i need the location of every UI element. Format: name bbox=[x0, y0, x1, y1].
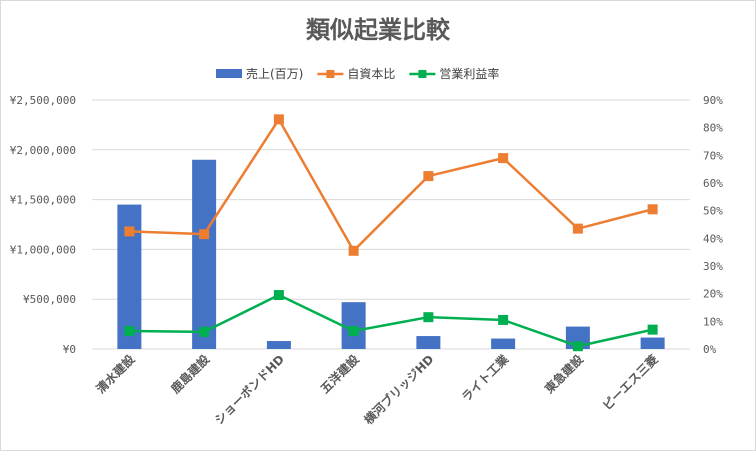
operating-margin-marker bbox=[498, 314, 509, 325]
legend-sales-label: 売上(百万) bbox=[246, 66, 303, 81]
y-left-tick-label: ¥500,000 bbox=[23, 293, 76, 306]
y-right-tick-label: 10% bbox=[703, 315, 723, 328]
category-label: ピーエス三菱 bbox=[599, 352, 661, 414]
gridlines bbox=[92, 99, 690, 350]
category-label: 清水建設 bbox=[93, 351, 138, 396]
legend-sales-swatch bbox=[216, 69, 242, 78]
legend-margin-label: 営業利益率 bbox=[439, 66, 499, 81]
category-label: ライト工業 bbox=[458, 351, 512, 405]
y-left-tick-label: ¥2,000,000 bbox=[10, 144, 76, 157]
y-right-tick-label: 50% bbox=[703, 205, 723, 218]
sales-bars bbox=[117, 159, 665, 349]
legend-equity: 自資本比 bbox=[317, 67, 395, 81]
y-right-tick-label: 90% bbox=[703, 94, 723, 107]
sales-bar bbox=[266, 341, 291, 349]
sales-bar bbox=[341, 302, 366, 349]
operating-margin-marker bbox=[423, 312, 434, 323]
operating-margin-marker bbox=[273, 290, 284, 301]
legend-equity-label: 自資本比 bbox=[347, 67, 395, 81]
operating-margin-marker bbox=[647, 324, 658, 335]
category-label: 五洋建設 bbox=[317, 351, 362, 396]
equity-ratio-marker bbox=[423, 171, 434, 182]
chart-title: 類似起業比較 bbox=[306, 16, 450, 44]
legend-margin-swatch-marker bbox=[418, 70, 427, 78]
category-label: ショーボンドHD bbox=[211, 351, 287, 427]
equity-ratio-marker bbox=[348, 245, 359, 256]
sales-bar bbox=[192, 159, 217, 349]
equity-ratio-marker bbox=[273, 114, 284, 125]
category-label: 横河ブリッジHD bbox=[361, 351, 437, 427]
operating-margin-line bbox=[129, 293, 653, 348]
y-left-tick-label: ¥2,500,000 bbox=[10, 94, 76, 107]
sales-bar bbox=[640, 337, 665, 349]
operating-margin-marker bbox=[124, 326, 135, 337]
y-right-tick-label: 0% bbox=[703, 343, 717, 356]
equity-ratio-marker bbox=[498, 153, 509, 164]
equity-ratio-marker bbox=[647, 204, 658, 215]
equity-ratio-marker bbox=[572, 223, 583, 234]
category-label: 鹿島建設 bbox=[168, 351, 213, 396]
sales-bar bbox=[491, 338, 516, 349]
y-left-tick-label: ¥0 bbox=[63, 343, 76, 356]
sales-bar bbox=[416, 336, 441, 349]
legend: 売上(百万) 自資本比 営業利益率 bbox=[216, 66, 499, 81]
legend-sales: 売上(百万) bbox=[216, 66, 303, 81]
y-right-tick-label: 40% bbox=[703, 232, 723, 245]
y-right-tick-label: 80% bbox=[703, 122, 723, 135]
y-left-tick-label: ¥1,000,000 bbox=[10, 243, 76, 256]
category-label: 東急建設 bbox=[541, 351, 586, 396]
legend-margin: 営業利益率 bbox=[409, 66, 499, 81]
equity-ratio-marker bbox=[124, 226, 135, 237]
ratio-lines bbox=[124, 114, 658, 352]
y-right-tick-label: 60% bbox=[703, 177, 723, 190]
axis-labels: ¥0 ¥500,000 ¥1,000,000 ¥1,500,000 ¥2,000,000… bbox=[10, 94, 723, 427]
legend-equity-swatch-marker bbox=[326, 70, 335, 78]
equity-ratio-line bbox=[129, 118, 653, 253]
y-left-tick-label: ¥1,500,000 bbox=[10, 194, 76, 207]
equity-ratio-marker bbox=[199, 229, 210, 240]
operating-margin-marker bbox=[199, 326, 210, 337]
y-right-tick-label: 70% bbox=[703, 149, 723, 162]
y-right-tick-label: 20% bbox=[703, 288, 723, 301]
operating-margin-marker bbox=[348, 326, 359, 337]
y-right-tick-label: 30% bbox=[703, 260, 723, 273]
operating-margin-marker bbox=[572, 341, 583, 352]
